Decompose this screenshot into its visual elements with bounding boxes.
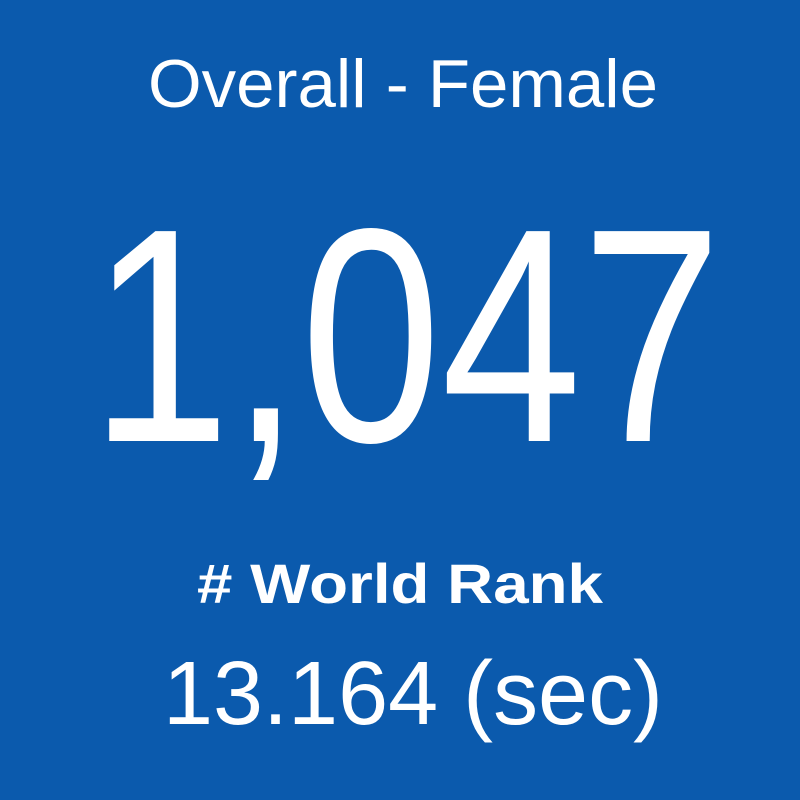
time-value: 13.164 (sec) (163, 644, 663, 744)
rank-value: 1,047 (90, 165, 722, 506)
tile-title: Overall - Female (148, 46, 658, 122)
rank-label: # World Rank (197, 552, 604, 615)
